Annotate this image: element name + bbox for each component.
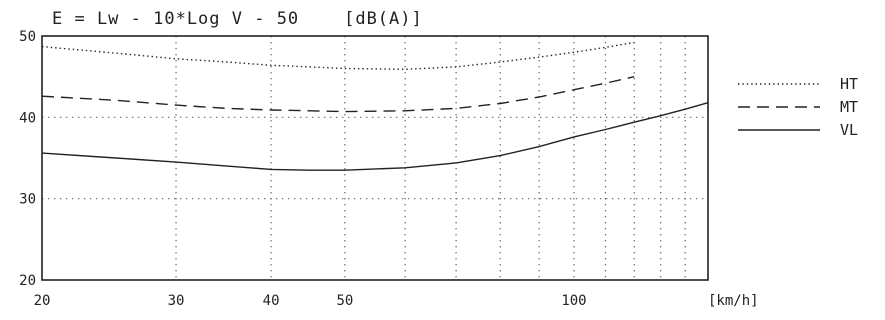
- x-axis-label: [km/h]: [708, 293, 759, 309]
- legend-label-mt: MT: [840, 98, 858, 116]
- y-tick-label: 30: [19, 192, 36, 208]
- chart-title: E = Lw - 10*Log V - 50 [dB(A)]: [52, 9, 423, 29]
- y-tick-label: 40: [19, 110, 36, 126]
- x-tick-label: 20: [34, 293, 51, 309]
- grid: [42, 36, 708, 280]
- plot-frame: [41, 35, 709, 281]
- series-line-ht: [41, 41, 635, 71]
- y-tick-label: 20: [19, 273, 36, 289]
- x-tick-label: 30: [168, 293, 185, 309]
- x-tick-label: 100: [561, 293, 586, 309]
- legend: HT MT VL: [738, 75, 858, 139]
- legend-label-vl: VL: [840, 121, 858, 139]
- y-tick-label: 50: [19, 29, 36, 45]
- plot-border: [41, 35, 709, 281]
- x-tick-label: 50: [336, 293, 353, 309]
- series-line-mt: [41, 76, 635, 113]
- legend-label-ht: HT: [840, 75, 858, 93]
- series-layer: [41, 41, 709, 171]
- tick-labels: 20 30 40 50 20 30 40 50 100: [19, 29, 586, 309]
- x-tick-label: 40: [263, 293, 280, 309]
- series-line-vl: [41, 102, 709, 171]
